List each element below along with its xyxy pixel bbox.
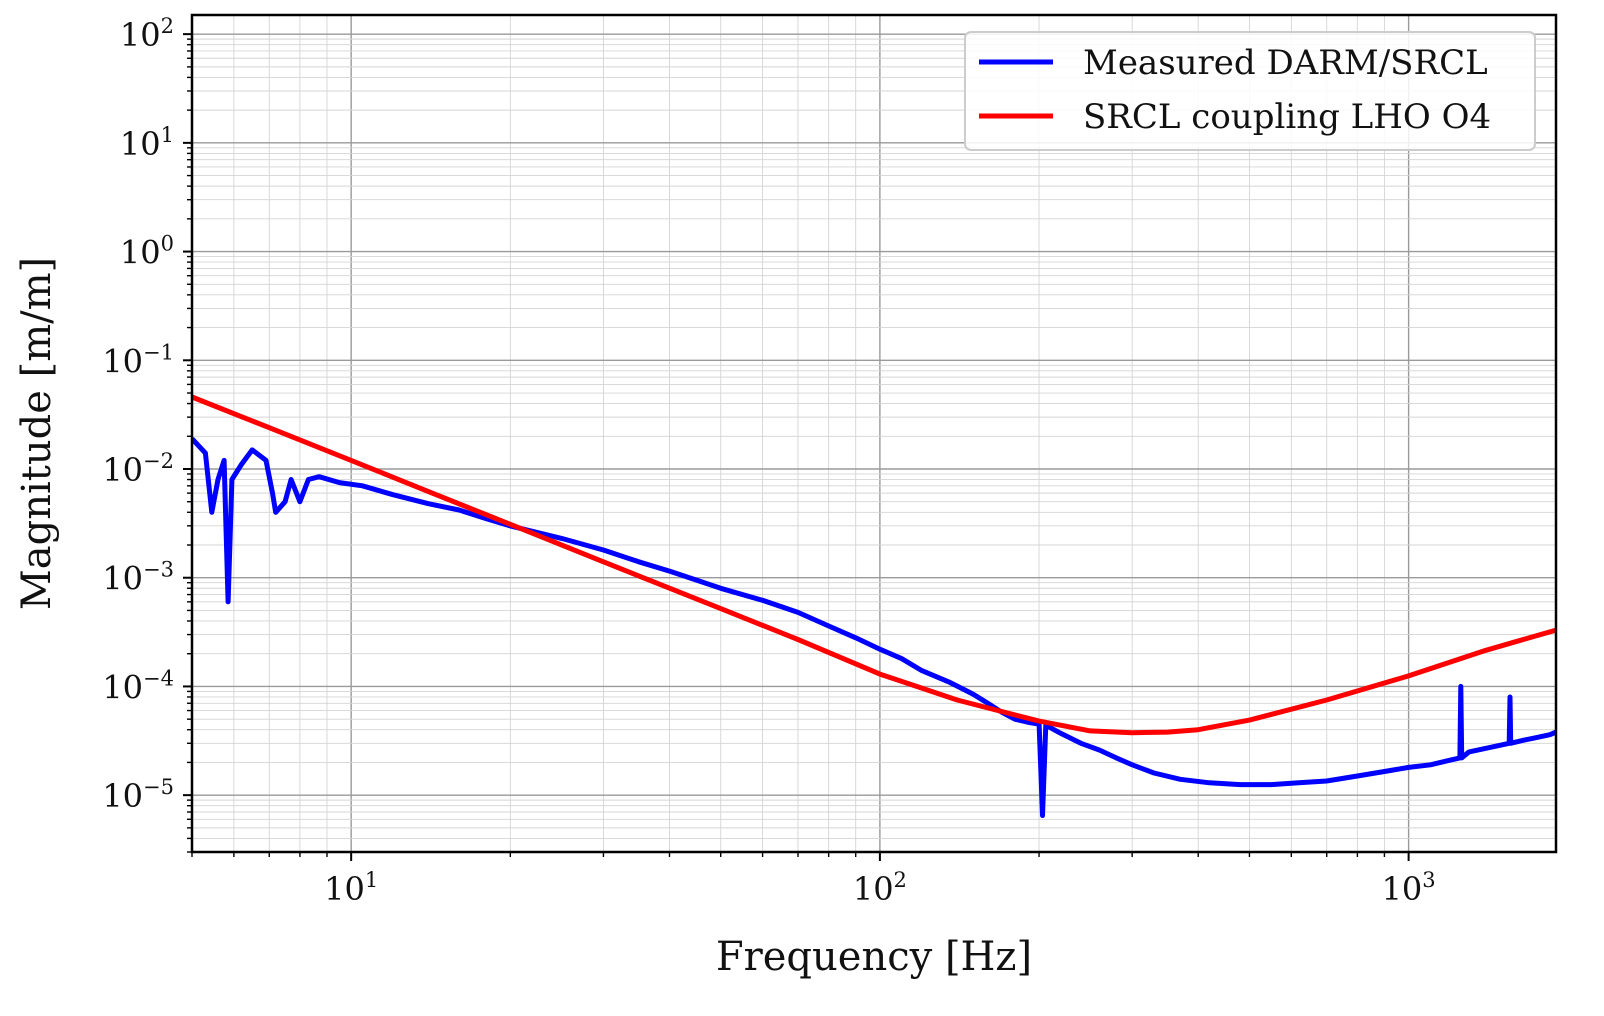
legend-label-measured: Measured DARM/SRCL <box>1083 43 1488 83</box>
legend-label-srcl-coupling: SRCL coupling LHO O4 <box>1083 97 1491 137</box>
y-tick-label: 10−4 <box>102 666 174 706</box>
y-tick-label: 10−1 <box>102 340 174 380</box>
x-tick-label: 102 <box>853 868 907 908</box>
ticks <box>183 33 1410 861</box>
plot-frame <box>190 13 1558 854</box>
y-tick-label: 10−5 <box>102 775 174 815</box>
series-lines <box>192 394 1556 818</box>
y-tick-label: 102 <box>120 14 174 54</box>
x-axis-label: Frequency [Hz] <box>716 934 1032 980</box>
y-tick-label: 10−3 <box>102 558 174 598</box>
legend-box <box>964 31 1536 151</box>
tick-labels: 101 102 103 10−5 10−4 10−3 10−2 10−1 100 101 102 <box>102 14 1435 908</box>
y-tick-label: 100 <box>120 232 174 272</box>
legend: Measured DARM/SRCL SRCL coupling LHO O4 <box>964 31 1536 151</box>
series-line-measured-darm-srcl <box>192 436 1556 818</box>
y-tick-label: 10−2 <box>102 449 174 489</box>
x-tick-label: 101 <box>324 868 378 908</box>
y-tick-label: 101 <box>120 123 174 163</box>
y-axis-label: Magnitude [m/m] <box>14 257 60 610</box>
series-line-srcl-coupling <box>192 394 1556 736</box>
x-tick-label: 103 <box>1382 868 1436 908</box>
